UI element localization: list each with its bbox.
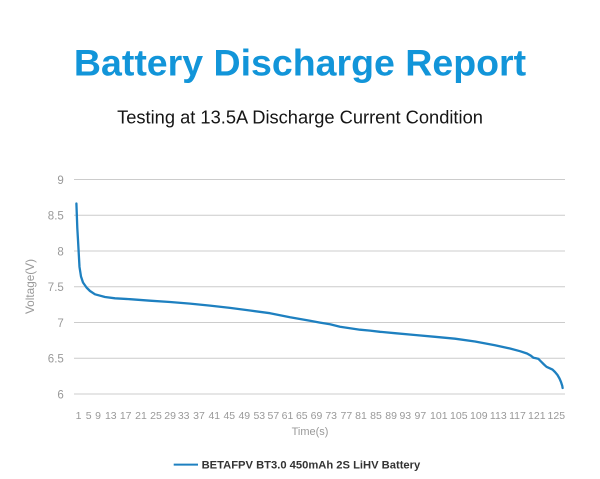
svg-text:25: 25	[150, 410, 162, 422]
svg-text:109: 109	[470, 410, 488, 422]
svg-text:29: 29	[164, 410, 176, 422]
svg-text:Voltage(V): Voltage(V)	[23, 259, 37, 314]
svg-text:97: 97	[415, 410, 427, 422]
svg-text:9: 9	[95, 410, 101, 422]
svg-text:81: 81	[355, 410, 367, 422]
svg-text:101: 101	[430, 410, 448, 422]
svg-text:77: 77	[341, 410, 353, 422]
svg-text:121: 121	[528, 410, 546, 422]
svg-text:BETAFPV BT3.0 450mAh 2S LiHV B: BETAFPV BT3.0 450mAh 2S LiHV Battery	[202, 459, 421, 471]
svg-text:33: 33	[178, 410, 190, 422]
svg-text:7.5: 7.5	[48, 282, 64, 294]
svg-text:73: 73	[325, 410, 337, 422]
svg-text:6: 6	[57, 389, 63, 401]
svg-text:105: 105	[450, 410, 468, 422]
svg-text:17: 17	[120, 410, 132, 422]
svg-text:6.5: 6.5	[48, 354, 64, 366]
svg-text:1: 1	[76, 410, 82, 422]
svg-text:8.5: 8.5	[48, 211, 64, 223]
svg-text:Testing at 13.5A Discharge Cur: Testing at 13.5A Discharge Current Condi…	[117, 106, 483, 127]
svg-text:53: 53	[253, 410, 265, 422]
svg-text:85: 85	[370, 410, 382, 422]
svg-text:117: 117	[509, 410, 526, 422]
svg-text:113: 113	[490, 410, 507, 422]
svg-text:13: 13	[105, 410, 117, 422]
svg-text:65: 65	[296, 410, 308, 422]
svg-text:Battery Discharge Report: Battery Discharge Report	[74, 42, 527, 84]
svg-text:41: 41	[208, 410, 220, 422]
svg-text:69: 69	[311, 410, 323, 422]
svg-text:7: 7	[57, 318, 63, 330]
svg-text:45: 45	[223, 410, 235, 422]
svg-text:21: 21	[135, 410, 147, 422]
svg-text:5: 5	[86, 410, 92, 422]
svg-text:89: 89	[385, 410, 397, 422]
svg-text:9: 9	[57, 175, 63, 187]
svg-text:61: 61	[282, 410, 294, 422]
svg-text:49: 49	[238, 410, 250, 422]
svg-text:93: 93	[399, 410, 411, 422]
svg-text:125: 125	[548, 410, 566, 422]
svg-text:37: 37	[193, 410, 205, 422]
svg-text:Time(s): Time(s)	[292, 426, 329, 438]
svg-text:8: 8	[57, 246, 63, 258]
svg-text:57: 57	[268, 410, 280, 422]
